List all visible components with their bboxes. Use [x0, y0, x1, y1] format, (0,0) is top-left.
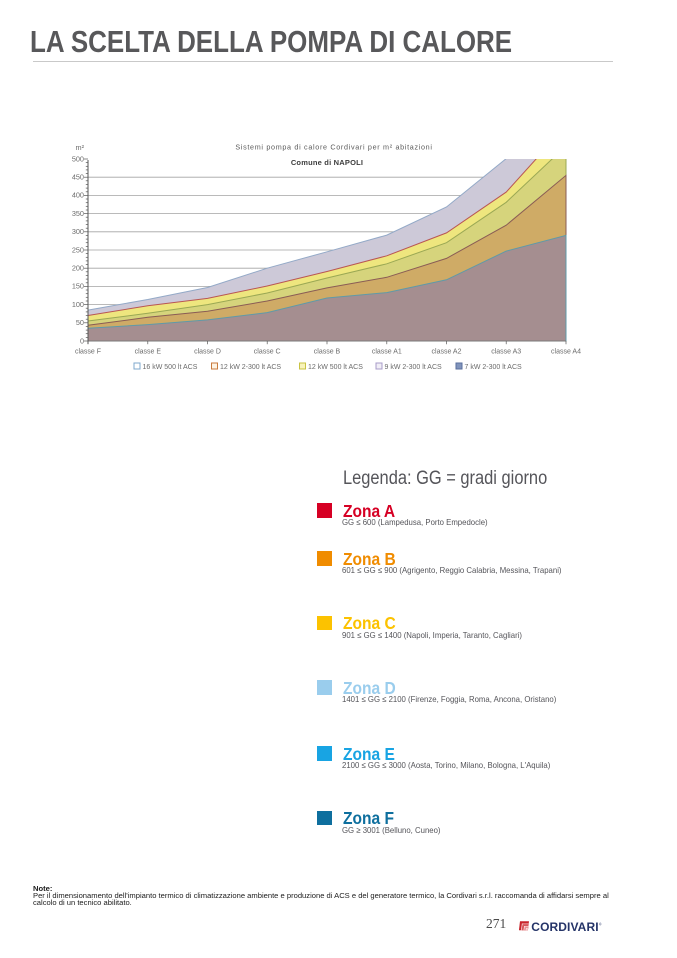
svg-text:9 kW 2-300 lt ACS: 9 kW 2-300 lt ACS — [385, 364, 443, 371]
svg-text:400: 400 — [72, 191, 84, 200]
svg-text:12 kW 500 lt ACS: 12 kW 500 lt ACS — [308, 364, 363, 371]
svg-text:100: 100 — [72, 300, 84, 309]
svg-text:classe E: classe E — [135, 349, 162, 356]
svg-text:classe B: classe B — [314, 349, 341, 356]
svg-text:classe A2: classe A2 — [432, 349, 462, 356]
svg-text:150: 150 — [72, 282, 84, 291]
svg-text:classe C: classe C — [254, 349, 281, 356]
svg-text:classe A4: classe A4 — [551, 349, 581, 356]
svg-text:500: 500 — [72, 154, 84, 163]
svg-text:m²: m² — [75, 143, 84, 152]
svg-text:Sistemi pompa di calore Cordiv: Sistemi pompa di calore Cordivari per m²… — [235, 143, 432, 152]
svg-text:16 kW 500 lt ACS: 16 kW 500 lt ACS — [143, 364, 198, 371]
svg-text:classe D: classe D — [194, 349, 221, 356]
svg-text:7 kW 2-300 lt ACS: 7 kW 2-300 lt ACS — [465, 364, 523, 371]
svg-text:50: 50 — [76, 318, 84, 327]
svg-text:250: 250 — [72, 245, 84, 254]
svg-text:350: 350 — [72, 209, 84, 218]
svg-text:450: 450 — [72, 173, 84, 182]
svg-text:0: 0 — [80, 336, 84, 345]
svg-text:®: ® — [599, 923, 602, 927]
svg-text:Comune di NAPOLI: Comune di NAPOLI — [291, 158, 363, 167]
svg-text:CORDIVARI: CORDIVARI — [531, 920, 598, 934]
svg-text:classe F: classe F — [75, 349, 101, 356]
svg-text:12 kW 2-300 lt ACS: 12 kW 2-300 lt ACS — [220, 364, 281, 371]
svg-text:300: 300 — [72, 227, 84, 236]
svg-text:classe A3: classe A3 — [491, 349, 521, 356]
svg-text:classe A1: classe A1 — [372, 349, 402, 356]
svg-text:200: 200 — [72, 264, 84, 273]
